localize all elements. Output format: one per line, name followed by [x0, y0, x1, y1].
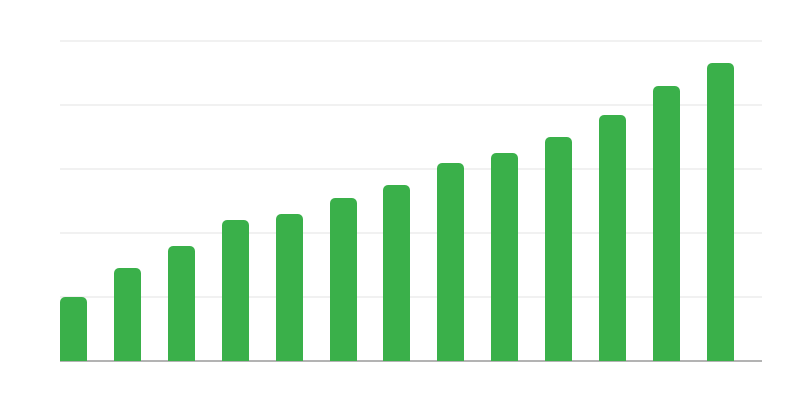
gridline	[60, 40, 762, 42]
bar	[599, 114, 627, 361]
bar	[383, 185, 411, 361]
gridline	[60, 168, 762, 170]
bar	[221, 220, 249, 361]
bar	[329, 197, 357, 361]
bar	[167, 245, 195, 361]
gridline	[60, 296, 762, 298]
bar	[60, 297, 87, 361]
bar	[437, 162, 465, 361]
bar	[275, 213, 303, 361]
bar	[113, 268, 141, 361]
bar	[706, 63, 734, 361]
gridline	[60, 104, 762, 106]
bar	[652, 85, 680, 361]
bars-container	[60, 41, 734, 361]
x-axis-line	[60, 360, 762, 362]
plot-area	[60, 40, 762, 362]
gridline	[60, 232, 762, 234]
bar	[491, 153, 519, 361]
bar	[545, 137, 573, 361]
